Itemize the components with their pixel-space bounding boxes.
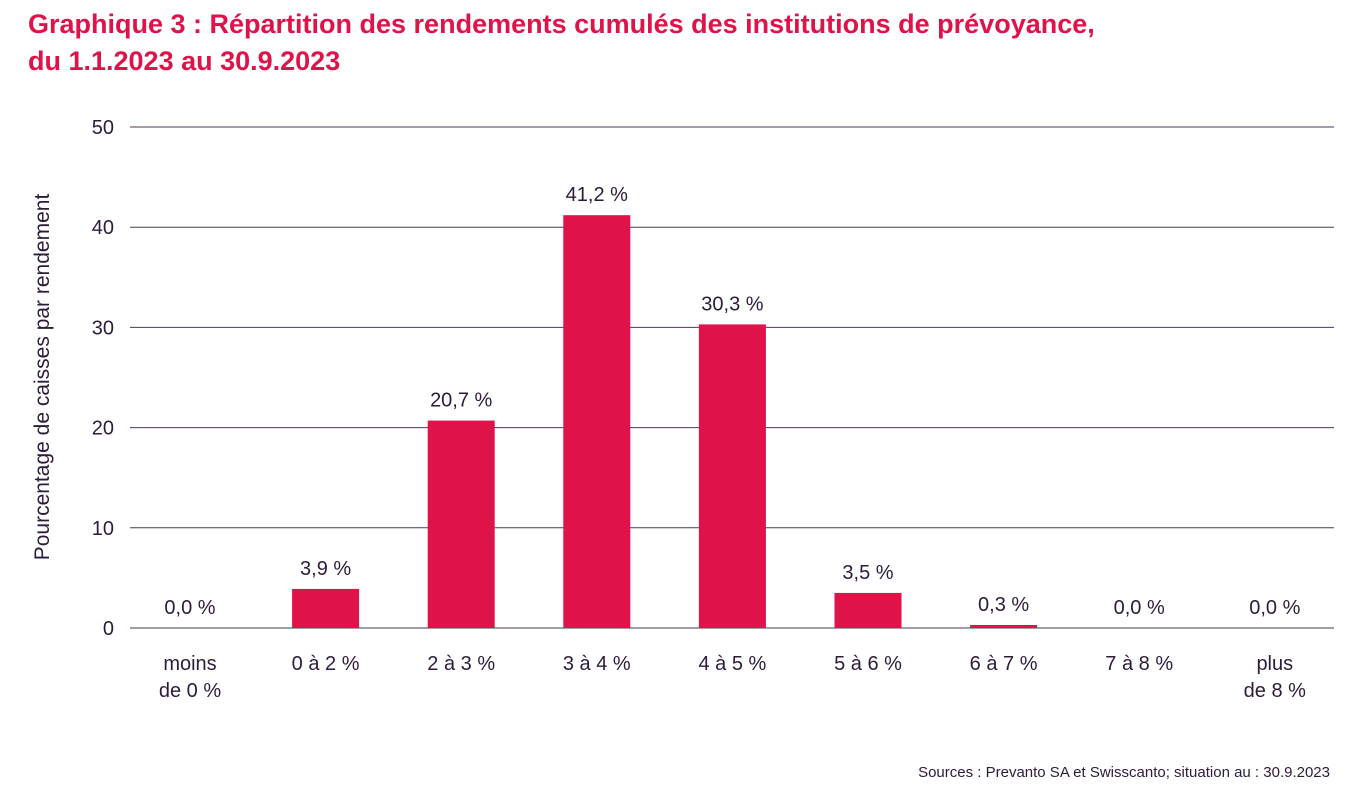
x-category-label-8: plus de 8 % [1244, 653, 1306, 702]
data-label-3: 41,2 % [566, 184, 628, 206]
x-category-label-0: moins de 0 % [159, 653, 221, 702]
y-tick-label-30: 30 [92, 317, 114, 339]
bar-3 [563, 215, 631, 628]
x-category-label-1: 0 à 2 % [292, 653, 360, 675]
source-note: Sources : Prevanto SA et Swisscanto; sit… [918, 764, 1330, 781]
y-tick-label-50: 50 [92, 117, 114, 139]
chart-title: Graphique 3 : Répartition des rendements… [28, 6, 1348, 80]
y-tick-label-10: 10 [92, 518, 114, 540]
bar-chart: 0 10 20 30 40 50 0,0 % 3,9 % 20,7 % 41,2 % 30,3 %… [31, 117, 1334, 702]
data-label-0: 0,0 % [164, 597, 215, 619]
x-category-label-6: 6 à 7 % [970, 653, 1038, 675]
data-label-6: 0,3 % [978, 594, 1029, 616]
data-label-4: 30,3 % [701, 293, 763, 315]
data-label-8: 0,0 % [1249, 597, 1300, 619]
data-label-2: 20,7 % [430, 390, 492, 412]
y-axis-title: Pourcentage de caisses par rendement [31, 194, 54, 561]
y-tick-label-0: 0 [103, 618, 114, 640]
x-category-label-2: 2 à 3 % [427, 653, 495, 675]
bar-1 [292, 588, 360, 628]
chart-title-line-2: du 1.1.2023 au 30.9.2023 [28, 46, 341, 76]
bars [292, 215, 1038, 628]
bar-6 [970, 624, 1038, 628]
data-label-1: 3,9 % [300, 558, 351, 580]
x-category-label-7: 7 à 8 % [1105, 653, 1173, 675]
data-labels: 0,0 % 3,9 % 20,7 % 41,2 % 30,3 % 3,5 % 0,3 % 0,… [164, 184, 1300, 619]
y-tick-label-40: 40 [92, 217, 114, 239]
x-category-label-3: 3 à 4 % [563, 653, 631, 675]
x-category-label-4: 4 à 5 % [698, 653, 766, 675]
bar-4 [698, 324, 766, 628]
bar-2 [427, 420, 495, 628]
data-label-7: 0,0 % [1114, 597, 1165, 619]
chart-title-line-1: Graphique 3 : Répartition des rendements… [28, 9, 1095, 39]
x-category-label-5: 5 à 6 % [834, 653, 902, 675]
data-label-5: 3,5 % [842, 562, 893, 584]
x-axis-category-labels: moins de 0 % 0 à 2 % 2 à 3 % 3 à 4 % 4 à 5 % 5… [159, 653, 1306, 702]
y-axis-tick-labels: 0 10 20 30 40 50 [92, 117, 114, 640]
y-tick-label-20: 20 [92, 418, 114, 440]
bar-5 [834, 592, 902, 628]
